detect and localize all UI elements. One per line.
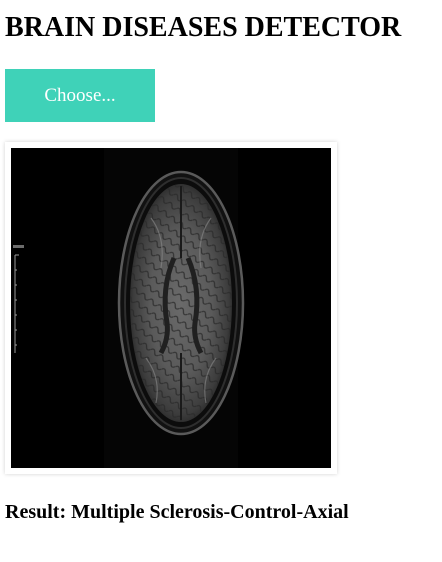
result-line: Result: Multiple Sclerosis-Control-Axial <box>5 500 349 524</box>
brain-mri-graphic <box>13 148 245 468</box>
image-preview-frame <box>5 142 337 474</box>
brain-mri-image <box>11 148 331 468</box>
result-label: Result: <box>5 501 67 523</box>
page-title: BRAIN DISEASES DETECTOR <box>5 12 402 43</box>
choose-file-button[interactable]: Choose... <box>5 69 155 122</box>
result-value: Multiple Sclerosis-Control-Axial <box>71 501 349 523</box>
